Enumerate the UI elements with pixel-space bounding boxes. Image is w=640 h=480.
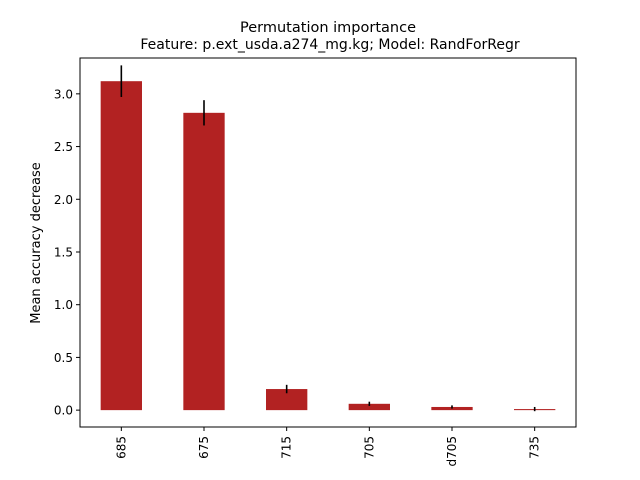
y-tick-label: 0.0 [54,404,73,418]
plot-area [79,57,577,428]
axes-frame [79,57,577,428]
x-axis-ticks: 685 675 715 705 d705 735 [114,427,542,467]
bar-685 [100,81,142,411]
chart-subtitle: Feature: p.ext_usda.a274_mg.kg; Model: R… [140,37,520,53]
y-tick-label: 3.0 [54,87,73,101]
y-tick-label: 2.0 [54,193,73,207]
y-tick-label: 2.5 [54,140,73,154]
bar-715 [266,389,308,411]
x-tick-label-705: 705 [362,436,376,459]
x-tick-label-685: 685 [114,436,128,459]
y-tick-label: 1.0 [54,298,73,312]
bars-group [100,81,556,411]
bar-705 [348,403,390,411]
x-tick-label-d705: d705 [445,436,459,467]
y-axis-label: Mean accuracy decrease [29,162,44,324]
errorbars-group [120,65,536,412]
x-tick-label-735: 735 [528,436,542,459]
bar-675 [183,112,225,411]
y-axis-ticks: 0.0 0.5 1.0 1.5 2.0 2.5 3.0 [54,87,80,418]
y-tick-label: 1.5 [54,245,73,259]
x-tick-label-675: 675 [197,436,211,459]
y-tick-label: 0.5 [54,351,73,365]
chart-title: Permutation importance [240,20,416,36]
x-tick-label-715: 715 [280,436,294,459]
